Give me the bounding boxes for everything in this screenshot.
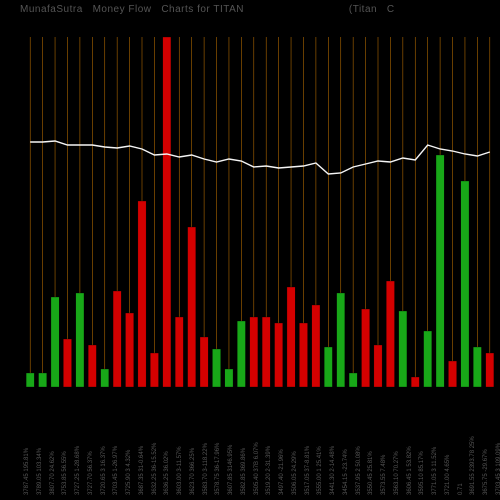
chart-title: MunafaSutra Money Flow Charts for TITAN … <box>0 0 500 17</box>
money-flow-chart: 3787.45 195.81%3789.05 103.34%3807.70 24… <box>0 17 500 497</box>
x-axis-labels: 3787.45 195.81%3789.05 103.34%3807.70 24… <box>24 395 496 495</box>
